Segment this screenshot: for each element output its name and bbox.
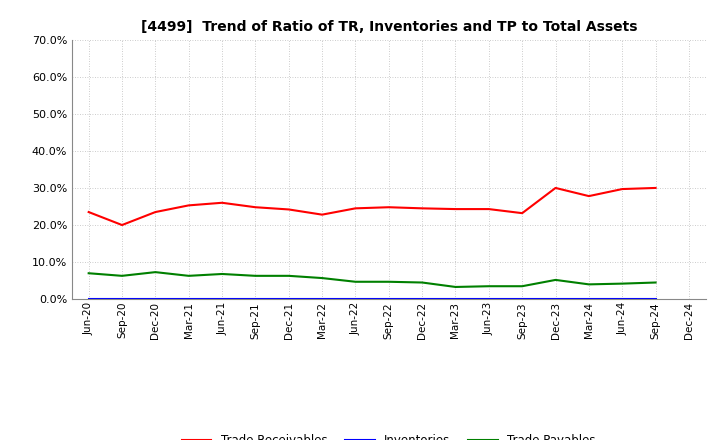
Inventories	[84, 296, 93, 301]
Inventories	[318, 296, 326, 301]
Trade Payables	[117, 273, 126, 279]
Trade Payables	[251, 273, 260, 279]
Inventories	[652, 296, 660, 301]
Line: Trade Receivables: Trade Receivables	[89, 188, 656, 225]
Inventories	[251, 296, 260, 301]
Inventories	[384, 296, 393, 301]
Trade Receivables	[151, 209, 160, 215]
Trade Receivables	[618, 187, 626, 192]
Trade Receivables	[84, 209, 93, 215]
Trade Payables	[384, 279, 393, 284]
Trade Receivables	[117, 222, 126, 227]
Inventories	[585, 296, 593, 301]
Trade Receivables	[585, 194, 593, 199]
Trade Payables	[652, 280, 660, 285]
Inventories	[284, 296, 293, 301]
Trade Receivables	[251, 205, 260, 210]
Trade Payables	[184, 273, 193, 279]
Inventories	[184, 296, 193, 301]
Inventories	[451, 296, 460, 301]
Title: [4499]  Trend of Ratio of TR, Inventories and TP to Total Assets: [4499] Trend of Ratio of TR, Inventories…	[140, 20, 637, 34]
Inventories	[351, 296, 360, 301]
Trade Payables	[618, 281, 626, 286]
Trade Payables	[351, 279, 360, 284]
Trade Receivables	[351, 205, 360, 211]
Trade Payables	[585, 282, 593, 287]
Trade Receivables	[318, 212, 326, 217]
Trade Receivables	[652, 185, 660, 191]
Trade Receivables	[518, 210, 526, 216]
Inventories	[418, 296, 426, 301]
Trade Payables	[284, 273, 293, 279]
Inventories	[117, 296, 126, 301]
Trade Receivables	[384, 205, 393, 210]
Inventories	[217, 296, 226, 301]
Trade Receivables	[485, 206, 493, 212]
Trade Receivables	[552, 185, 560, 191]
Trade Receivables	[451, 206, 460, 212]
Trade Payables	[217, 271, 226, 277]
Inventories	[151, 296, 160, 301]
Legend: Trade Receivables, Inventories, Trade Payables: Trade Receivables, Inventories, Trade Pa…	[177, 430, 600, 440]
Inventories	[518, 296, 526, 301]
Trade Payables	[451, 284, 460, 290]
Trade Receivables	[284, 207, 293, 212]
Trade Payables	[84, 271, 93, 276]
Inventories	[485, 296, 493, 301]
Inventories	[552, 296, 560, 301]
Trade Receivables	[418, 205, 426, 211]
Trade Payables	[318, 275, 326, 281]
Inventories	[618, 296, 626, 301]
Line: Trade Payables: Trade Payables	[89, 272, 656, 287]
Trade Receivables	[184, 203, 193, 208]
Trade Payables	[418, 280, 426, 285]
Trade Payables	[552, 277, 560, 282]
Trade Payables	[151, 269, 160, 275]
Trade Payables	[518, 284, 526, 289]
Trade Receivables	[217, 200, 226, 205]
Trade Payables	[485, 284, 493, 289]
